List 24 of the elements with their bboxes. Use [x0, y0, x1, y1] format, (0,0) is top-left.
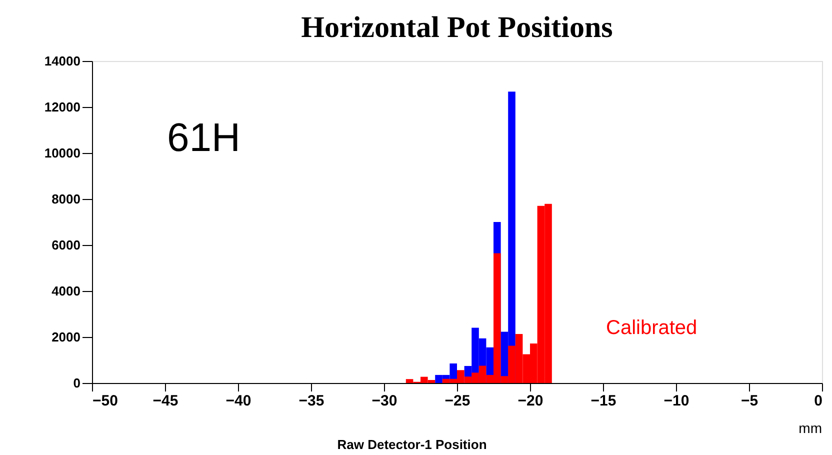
- annotation: 61H: [167, 116, 240, 160]
- x-tick-label: 0: [814, 392, 822, 410]
- x-tick-label: −10: [664, 392, 690, 410]
- y-tick-label: 14000: [44, 54, 80, 68]
- x-tick-label: −5: [740, 392, 758, 410]
- y-tick-label: 10000: [44, 146, 80, 160]
- y-tick-label: 4000: [52, 284, 80, 298]
- x-tick-label: −30: [372, 392, 398, 410]
- y-tick-label: 12000: [44, 100, 80, 114]
- x-tick-label: −50: [92, 392, 118, 410]
- x-tick-label: −20: [518, 392, 544, 410]
- x-tick-label: −35: [298, 392, 324, 410]
- text: mm: [798, 420, 822, 436]
- x-tick-label: −45: [152, 392, 178, 410]
- chart-title: Horizontal Pot Positions: [301, 11, 613, 44]
- y-tick-label: 2000: [52, 330, 80, 344]
- x-axis-title: Raw Detector-1 Position: [337, 437, 487, 452]
- y-tick-label: 6000: [52, 238, 80, 252]
- x-tick-label: −25: [444, 392, 470, 410]
- x-tick-label: −40: [226, 392, 252, 410]
- x-tick-label: −15: [590, 392, 616, 410]
- y-tick-label: 8000: [52, 192, 80, 206]
- text: Calibrated: [606, 317, 698, 339]
- y-tick-label: 0: [73, 376, 80, 390]
